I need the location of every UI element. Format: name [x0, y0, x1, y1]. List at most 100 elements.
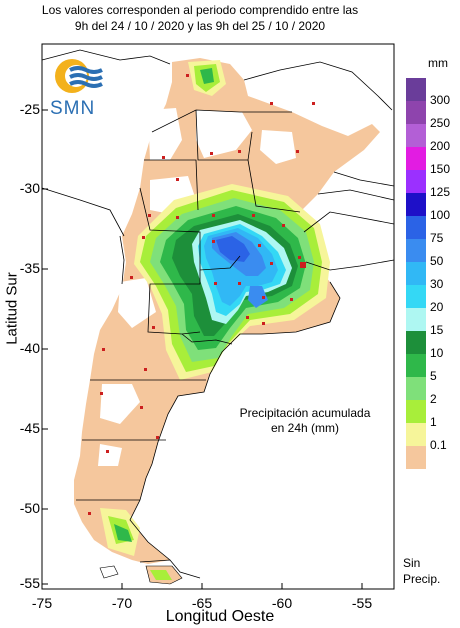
x-tick-label: -65 — [191, 595, 213, 611]
legend-label: 100 — [430, 208, 451, 222]
x-tick-label: -75 — [31, 595, 53, 611]
legend-label: 5 — [430, 369, 437, 383]
station-marker — [144, 368, 147, 371]
station-marker — [176, 178, 179, 181]
precip-50-b — [248, 286, 268, 308]
station-marker — [252, 214, 255, 217]
station-marker — [312, 102, 315, 105]
white-patch-s1 — [100, 384, 140, 424]
x-axis-label: Longitud Oeste — [165, 608, 275, 625]
station-marker — [176, 216, 179, 219]
legend-swatch — [406, 101, 426, 124]
station-marker — [290, 298, 293, 301]
smn-logo-text: SMN — [50, 98, 96, 119]
precip-note-line-2: en 24h (mm) — [270, 421, 340, 435]
station-marker — [88, 512, 91, 515]
station-marker — [262, 296, 265, 299]
station-marker — [282, 224, 285, 227]
y-axis-label: Latitud Sur — [3, 272, 21, 345]
legend-swatch — [406, 377, 426, 400]
legend-swatch — [406, 262, 426, 285]
y-tick-label: -55 — [19, 575, 40, 591]
legend-swatch — [406, 400, 426, 423]
station-marker — [106, 450, 109, 453]
legend-swatch — [406, 308, 426, 331]
legend-swatch — [406, 147, 426, 170]
y-tick-label: -50 — [19, 500, 40, 516]
legend-swatch — [406, 285, 426, 308]
white-patch-ne — [260, 130, 296, 164]
station-marker — [262, 322, 265, 325]
station-markers — [88, 74, 315, 515]
legend-label: 20 — [430, 300, 444, 314]
station-marker — [270, 262, 273, 265]
legend-swatch — [406, 446, 426, 469]
x-tick-label: -60 — [271, 595, 293, 611]
station-marker — [210, 152, 213, 155]
x-tick-label: -55 — [351, 595, 373, 611]
station-marker — [238, 150, 241, 153]
province-borders — [41, 49, 395, 579]
legend-label: 15 — [430, 323, 444, 337]
coastline — [129, 281, 341, 561]
smn-sun-waves-icon — [55, 59, 103, 93]
station-marker — [142, 236, 145, 239]
station-marker — [102, 348, 105, 351]
station-marker — [258, 244, 261, 247]
legend-unit: mm — [428, 56, 448, 70]
header-line-1: Los valores corresponden al periodo comp… — [41, 3, 359, 17]
header-line-2: 9h del 24 / 10 / 2020 y las 9h del 25 / … — [74, 19, 326, 33]
precip-note-line-1: Precipitación acumulada — [239, 406, 371, 420]
station-marker — [270, 102, 273, 105]
legend-nodata-line-2: Precip. — [403, 572, 441, 586]
station-marker — [156, 436, 159, 439]
y-tick-label: -35 — [19, 260, 40, 276]
legend-swatch — [406, 124, 426, 147]
white-patch-w — [118, 278, 156, 328]
legend-swatch — [406, 216, 426, 239]
legend-label: 0.1 — [430, 438, 447, 452]
station-marker — [214, 282, 217, 285]
station-marker — [212, 214, 215, 217]
legend-label: 150 — [430, 162, 451, 176]
station-marker — [148, 214, 151, 217]
y-tick-label: -25 — [19, 101, 40, 117]
legend-swatch — [406, 331, 426, 354]
legend-swatch — [406, 239, 426, 262]
station-marker — [140, 406, 143, 409]
legend-label: 125 — [430, 185, 451, 199]
y-tick-label: -40 — [19, 340, 40, 356]
legend-swatch — [406, 78, 426, 101]
y-tick-label: -45 — [19, 420, 40, 436]
precip-5-north — [200, 68, 214, 84]
tierra-del-fuego-precip — [150, 570, 172, 580]
precip-75 — [216, 236, 250, 262]
white-patch-n — [196, 110, 252, 158]
station-marker — [246, 316, 249, 319]
station-marker-large — [300, 262, 306, 268]
station-marker — [186, 74, 189, 77]
station-marker — [100, 392, 103, 395]
legend-nodata-line-1: Sin — [403, 556, 421, 570]
legend-label: 2 — [430, 392, 437, 406]
legend-label: 1 — [430, 415, 437, 429]
white-patch-s2 — [98, 444, 122, 466]
legend-swatch — [406, 423, 426, 446]
station-marker — [152, 326, 155, 329]
legend-label: 300 — [430, 93, 451, 107]
axis-ticks — [41, 109, 363, 589]
legend-label: 30 — [430, 277, 444, 291]
y-tick-label: -30 — [19, 180, 40, 196]
legend-label: 10 — [430, 346, 444, 360]
x-tick-label: -70 — [111, 595, 133, 611]
station-marker — [130, 276, 133, 279]
legend-label: 75 — [430, 231, 444, 245]
station-marker — [298, 256, 301, 259]
legend-swatch — [406, 354, 426, 377]
station-marker — [238, 282, 241, 285]
legend-swatch — [406, 170, 426, 193]
legend-label: 250 — [430, 116, 451, 130]
legend-swatch — [406, 193, 426, 216]
station-marker — [162, 156, 165, 159]
